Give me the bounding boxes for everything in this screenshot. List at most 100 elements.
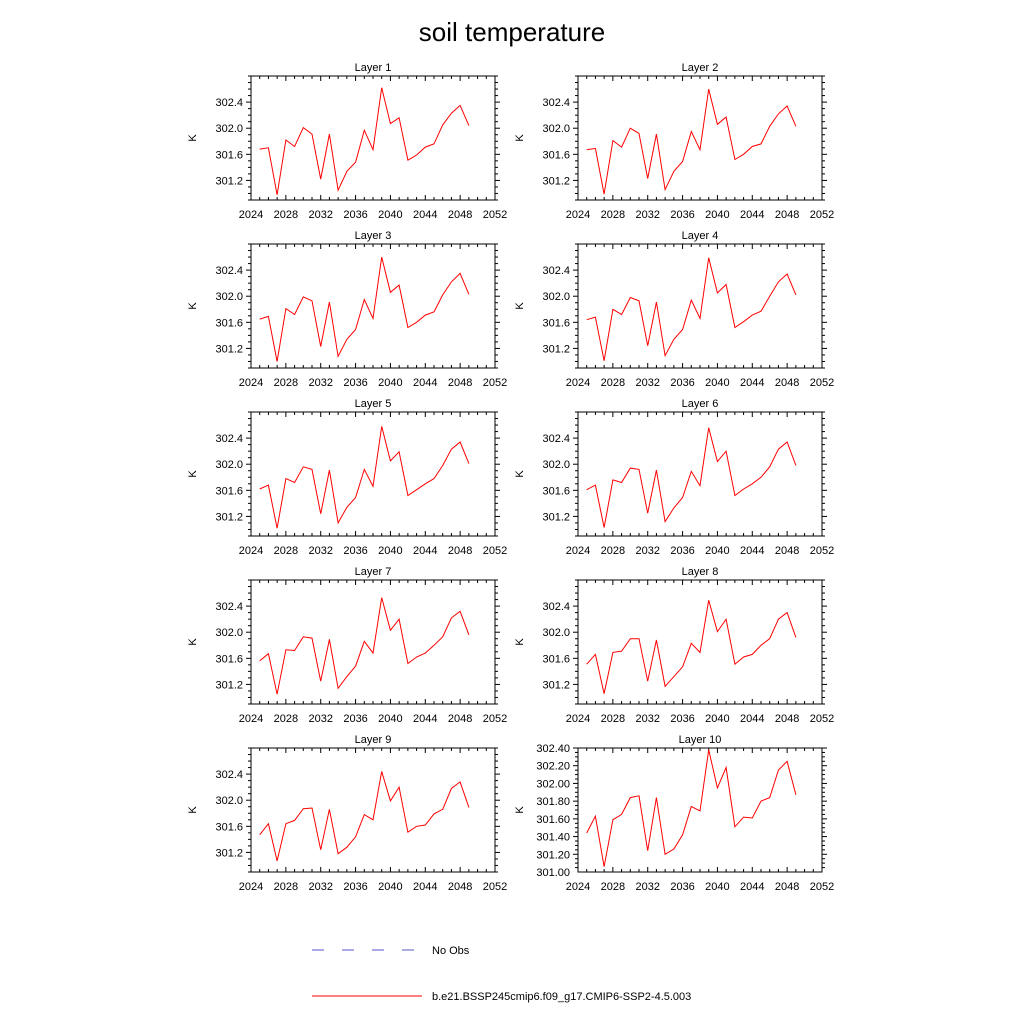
panel-title: Layer 8 [682,566,719,578]
x-tick-label: 2024 [566,377,590,389]
plot-frame [577,75,823,201]
panel-title: Layer 9 [355,734,392,746]
x-tick-label: 2032 [635,881,659,893]
y-tick-label: 301.6 [215,653,243,665]
series-line [586,257,797,361]
x-tick-label: 2044 [740,377,764,389]
x-tick-label: 2024 [239,209,263,221]
y-tick-label: 302.0 [542,123,570,135]
y-tick-label: 301.2 [542,343,570,355]
x-tick-label: 2040 [705,209,729,221]
y-tick-label: 301.2 [542,679,570,691]
x-tick-label: 2048 [448,545,472,557]
plot-frame [250,747,496,873]
x-tick-label: 2048 [775,377,799,389]
x-tick-label: 2028 [274,713,298,725]
y-tick-label: 302.0 [215,795,243,807]
x-tick-label: 2028 [274,209,298,221]
y-axis-label: K [514,302,526,310]
y-tick-label: 302.0 [542,291,570,303]
x-tick-label: 2040 [378,377,402,389]
series-line [586,427,797,528]
y-tick-label: 301.2 [215,679,243,691]
panel-title: Layer 10 [679,734,722,746]
x-tick-label: 2028 [274,881,298,893]
series-line [586,600,797,694]
y-tick-label: 301.6 [542,653,570,665]
x-tick-label: 2052 [810,713,834,725]
y-tick-label: 301.2 [215,511,243,523]
figure-title: soil temperature [419,17,605,47]
x-tick-label: 2036 [670,881,694,893]
legend-model-label: b.e21.BSSP245cmip6.f09_g17.CMIP6-SSP2-4.… [432,991,691,1003]
y-tick-label: 301.6 [215,485,243,497]
plot-frame [250,75,496,201]
y-tick-label: 301.40 [536,832,570,844]
x-tick-label: 2024 [566,881,590,893]
x-tick-label: 2036 [670,209,694,221]
y-tick-label: 301.2 [215,343,243,355]
y-tick-label: 302.0 [215,627,243,639]
x-tick-label: 2040 [705,713,729,725]
x-tick-label: 2032 [308,377,332,389]
x-tick-label: 2028 [601,881,625,893]
y-axis-label: K [187,302,199,310]
y-tick-label: 301.2 [542,175,570,187]
x-tick-label: 2052 [810,377,834,389]
x-tick-label: 2032 [635,209,659,221]
x-tick-label: 2036 [670,713,694,725]
x-tick-label: 2040 [378,713,402,725]
y-tick-label: 301.6 [215,317,243,329]
x-tick-label: 2024 [566,713,590,725]
x-tick-label: 2036 [670,377,694,389]
series-line [259,426,470,529]
x-tick-label: 2048 [448,209,472,221]
x-tick-label: 2044 [413,377,437,389]
x-tick-label: 2048 [775,713,799,725]
panel-layer-4: Layer 4 K 2024 2028 2032 2036 2040 2044 2048 2052… [514,230,834,389]
y-tick-label: 302.00 [536,778,570,790]
plot-frame [577,411,823,537]
x-tick-label: 2024 [239,881,263,893]
panel-title: Layer 1 [355,62,392,74]
x-tick-label: 2048 [448,881,472,893]
y-tick-label: 301.2 [215,175,243,187]
y-tick-label: 301.2 [542,511,570,523]
panel-title: Layer 6 [682,398,719,410]
x-tick-label: 2052 [483,209,507,221]
y-tick-label: 302.0 [542,459,570,471]
y-tick-label: 302.40 [536,743,570,755]
panel-title: Layer 5 [355,398,392,410]
x-tick-label: 2032 [308,545,332,557]
x-tick-label: 2024 [566,209,590,221]
x-tick-label: 2052 [483,881,507,893]
panels: Layer 1 K 2024 2028 2032 2036 2040 2044 2048 2052… [187,62,834,893]
x-tick-label: 2040 [705,377,729,389]
x-tick-label: 2040 [378,209,402,221]
panel-title: Layer 2 [682,62,719,74]
x-tick-label: 2044 [740,713,764,725]
y-tick-label: 302.4 [215,433,243,445]
legend-obs-label: No Obs [432,945,470,957]
x-tick-label: 2032 [308,209,332,221]
x-tick-label: 2024 [239,545,263,557]
plot-frame [250,243,496,369]
y-tick-label: 301.20 [536,849,570,861]
x-tick-label: 2028 [274,377,298,389]
x-tick-label: 2028 [601,377,625,389]
panel-layer-2: Layer 2 K 2024 2028 2032 2036 2040 2044 2048 2052… [514,62,834,221]
y-tick-label: 301.6 [542,149,570,161]
panel-layer-6: Layer 6 K 2024 2028 2032 2036 2040 2044 2048 2052… [514,398,834,557]
y-tick-label: 302.4 [215,769,243,781]
y-axis-label: K [514,806,526,814]
panel-layer-10: Layer 10 K 2024 2028 2032 2036 2040 2044 2048 205… [514,734,834,893]
legend: No Obs b.e21.BSSP245cmip6.f09_g17.CMIP6-… [312,945,691,1003]
series-line [259,771,470,862]
x-tick-label: 2048 [448,713,472,725]
y-tick-label: 302.4 [215,601,243,613]
x-tick-label: 2048 [448,377,472,389]
x-tick-label: 2036 [670,545,694,557]
x-tick-label: 2036 [343,545,367,557]
y-tick-label: 302.20 [536,761,570,773]
